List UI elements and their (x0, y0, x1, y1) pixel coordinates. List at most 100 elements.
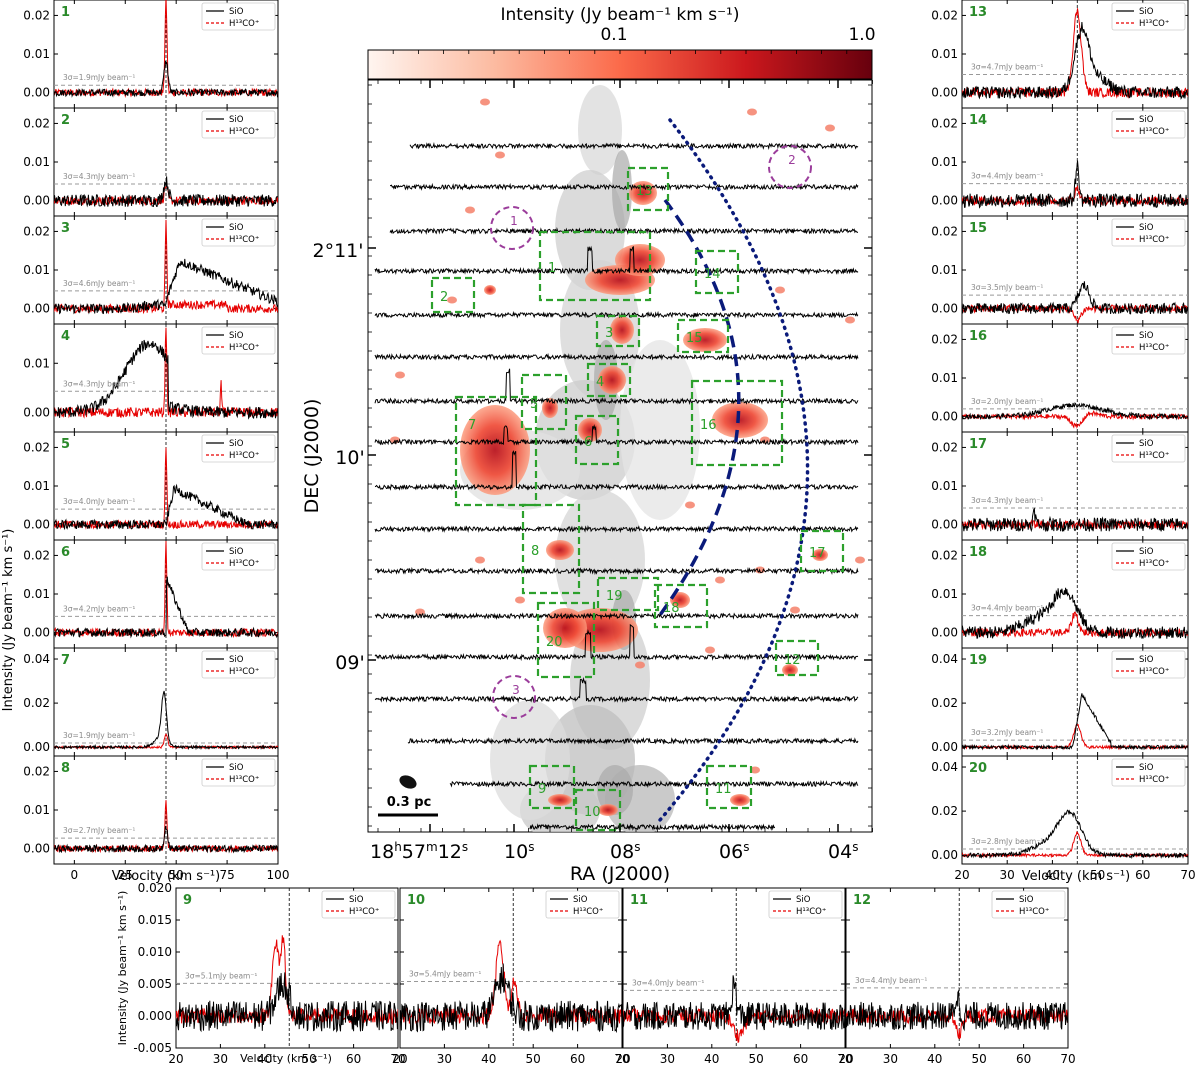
spectrum-panel-2: 0.00 0.01 0.02 2 3σ=4.3mJy beam⁻¹ SiO H¹³CO⁺ (23, 107, 279, 217)
region-box-4: 4 (586, 362, 632, 398)
x-tick-label: 60 (570, 1052, 585, 1065)
map-spectrum-trace (374, 450, 859, 491)
dec-tick-label: 2°11' (313, 240, 364, 262)
region-box-outline (705, 764, 753, 810)
panel-number: 10 (407, 893, 425, 908)
legend-sio-label: SiO (1139, 331, 1154, 341)
legend: SiO H¹³CO⁺ (768, 890, 843, 919)
x-tick-label: 20 (392, 1052, 407, 1065)
y-tick-label: 0.00 (931, 848, 958, 862)
legend-box (1111, 542, 1186, 571)
sio-speckle (480, 98, 490, 106)
y-tick-label: 0.01 (23, 803, 50, 817)
legend-h13co-label: H¹³CO⁺ (1139, 19, 1169, 29)
region-box-outline (595, 314, 641, 348)
y-tick-label: 0.00 (931, 626, 958, 640)
legend-h13co-label: H¹³CO⁺ (229, 19, 259, 29)
map-spectrum-trace (374, 245, 859, 276)
y-tick-label: 0.00 (23, 842, 50, 856)
ra-tick-label-part: 18 (370, 841, 394, 863)
y-tick-label: -0.005 (133, 1041, 172, 1055)
sio-speckle (495, 151, 505, 159)
reference-circle-1: 1 (490, 206, 534, 250)
legend: SiO H¹³CO⁺ (201, 326, 276, 355)
region-box-5: 5 (520, 373, 568, 431)
region-box-12: 12 (774, 639, 820, 677)
y-tick-label: 0.02 (23, 440, 50, 454)
sio-spectrum (54, 826, 278, 854)
dec-axis-label: DEC (J2000) (301, 399, 323, 514)
sio-spectrum (962, 507, 1188, 533)
colorbar-tick-label: 1.0 (848, 25, 875, 45)
bottom-y-axis-label: Intensity (Jy beam⁻¹ km s⁻¹) (116, 891, 129, 1046)
x-tick-label: 70 (614, 1052, 629, 1065)
sio-spectrum (962, 693, 1188, 751)
legend-box (1111, 758, 1186, 787)
region-box-label: 2 (440, 290, 448, 305)
sio-emission-clump (712, 402, 768, 438)
sio-emission-clump (683, 328, 727, 352)
y-tick-label: 0.02 (23, 116, 50, 130)
sigma-label: 3σ=4.3mJy beam⁻¹ (63, 172, 135, 181)
panel-number: 1 (61, 5, 70, 20)
y-tick-label: 0.010 (138, 945, 172, 959)
sio-spectrum (54, 176, 278, 208)
legend-box (321, 890, 396, 919)
legend-box (768, 890, 843, 919)
sigma-label: 3σ=5.4mJy beam⁻¹ (409, 969, 481, 978)
ra-tick-label-part: s (462, 840, 468, 854)
region-box-6: 6 (574, 414, 620, 466)
y-tick-label: 0.00 (931, 518, 958, 532)
legend-h13co-label: H¹³CO⁺ (229, 559, 259, 569)
legend-sio-label: SiO (229, 547, 244, 557)
y-tick-label: 0.00 (931, 740, 958, 754)
sio-speckle (395, 371, 405, 379)
sio-emission-clump (484, 285, 496, 295)
colorbar-tick-label: 0.1 (600, 25, 627, 45)
sio-spectrum (962, 281, 1188, 315)
sio-speckle (747, 108, 757, 116)
region-box-outline (574, 788, 622, 832)
legend-box (201, 326, 276, 355)
region-box-7: 7 (454, 395, 538, 507)
region-box-label: 16 (700, 418, 717, 433)
map-spectrum-trace (529, 823, 776, 831)
region-box-label: 5 (530, 397, 538, 412)
region-box-outline (626, 166, 670, 212)
y-tick-label: 0.02 (931, 696, 958, 710)
x-tick-label: 20 (954, 868, 969, 882)
legend-sio-label: SiO (1139, 655, 1154, 665)
region-box-label: 11 (715, 782, 732, 797)
region-box-outline (596, 576, 660, 612)
region-box-label: 1 (548, 261, 556, 276)
h13co-spectrum (54, 219, 278, 315)
legend: SiO H¹³CO⁺ (991, 890, 1066, 919)
sigma-label: 3σ=3.2mJy beam⁻¹ (971, 728, 1043, 737)
sio-speckle (685, 501, 695, 509)
y-tick-label: 0.005 (138, 977, 172, 991)
legend-sio-label: SiO (573, 895, 588, 905)
colorbar (367, 49, 873, 80)
ra-tick-label-unit: s (852, 840, 858, 854)
legend-h13co-label: H¹³CO⁺ (1019, 907, 1049, 917)
region-box-outline (520, 373, 568, 431)
ra-tick-label-value: 10 (504, 841, 528, 863)
ra-tick-label-part: m (426, 840, 438, 854)
legend-sio-label: SiO (229, 763, 244, 773)
x-tick-label: 50 (972, 1052, 987, 1065)
y-tick-label: 0.01 (23, 587, 50, 601)
legend-h13co-label: H¹³CO⁺ (796, 907, 826, 917)
reference-circle-outline (492, 675, 536, 719)
sio-emission-clump (546, 540, 574, 560)
region-box-outline (774, 639, 820, 677)
spectrum-panel-13: 0.00 0.01 0.02 13 3σ=4.7mJy beam⁻¹ SiO H¹³CO⁺ (931, 0, 1189, 109)
spectrum-panel-1: 0.00 0.01 0.02 1 3σ=1.9mJy beam⁻¹ SiO H¹³CO⁺ (23, 0, 279, 109)
legend: SiO H¹³CO⁺ (201, 110, 276, 139)
sigma-label: 3σ=5.1mJy beam⁻¹ (185, 971, 257, 980)
sigma-label: 3σ=4.6mJy beam⁻¹ (63, 279, 135, 288)
x-tick-label: 30 (883, 1052, 898, 1065)
y-tick-label: 0.01 (23, 479, 50, 493)
panel-number: 13 (969, 5, 987, 20)
sio-speckle (475, 556, 485, 564)
